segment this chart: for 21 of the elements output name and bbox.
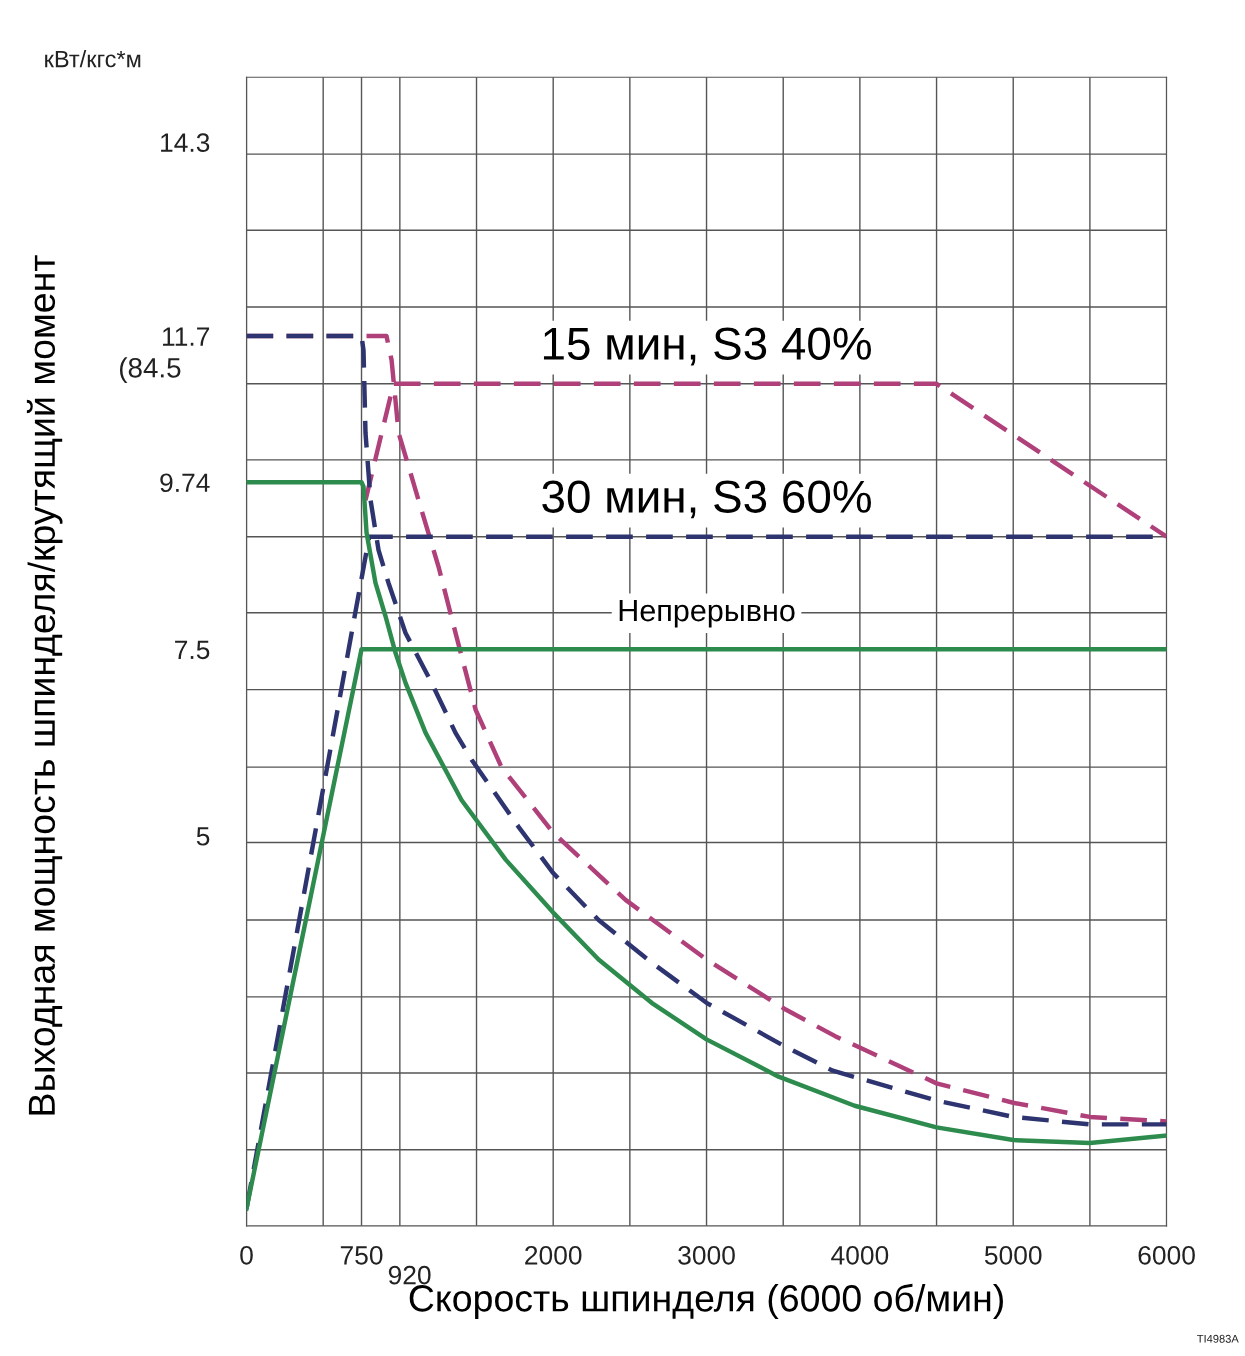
y-tick-label: 14.3: [161, 133, 210, 152]
x-tick-label: 4000: [831, 1245, 889, 1265]
y-axis-title: Выходная мощность шпинделя/крутящий момент: [26, 255, 63, 1115]
y-tick-label: 11.7: [163, 327, 210, 346]
text: TI4983A: [1197, 1334, 1239, 1343]
text: (84.5: [120, 357, 181, 384]
x-tick-label: 3000: [678, 1245, 735, 1265]
x-tick-label: 6000: [1138, 1245, 1195, 1265]
x-tick-label: 2000: [525, 1245, 582, 1265]
y-tick-label: 5: [196, 827, 210, 846]
series-label: Непрерывно: [619, 600, 795, 628]
y-tick-label: 7.5: [175, 640, 210, 660]
text: 920: [388, 1265, 431, 1285]
y-tick-label: 9.74: [160, 473, 210, 493]
x-tick-label: 750: [340, 1245, 383, 1265]
series-label: 15 мин, S3 40%: [543, 327, 871, 366]
x-tick-label: 0: [240, 1245, 253, 1265]
series-label: 30 мин, S3 60%: [542, 480, 871, 519]
x-tick-label: 5000: [984, 1245, 1042, 1265]
text: кВт/кгс*м: [45, 50, 141, 68]
x-axis-title: Скорость шпинделя (6000 об/мин): [409, 1283, 1003, 1320]
